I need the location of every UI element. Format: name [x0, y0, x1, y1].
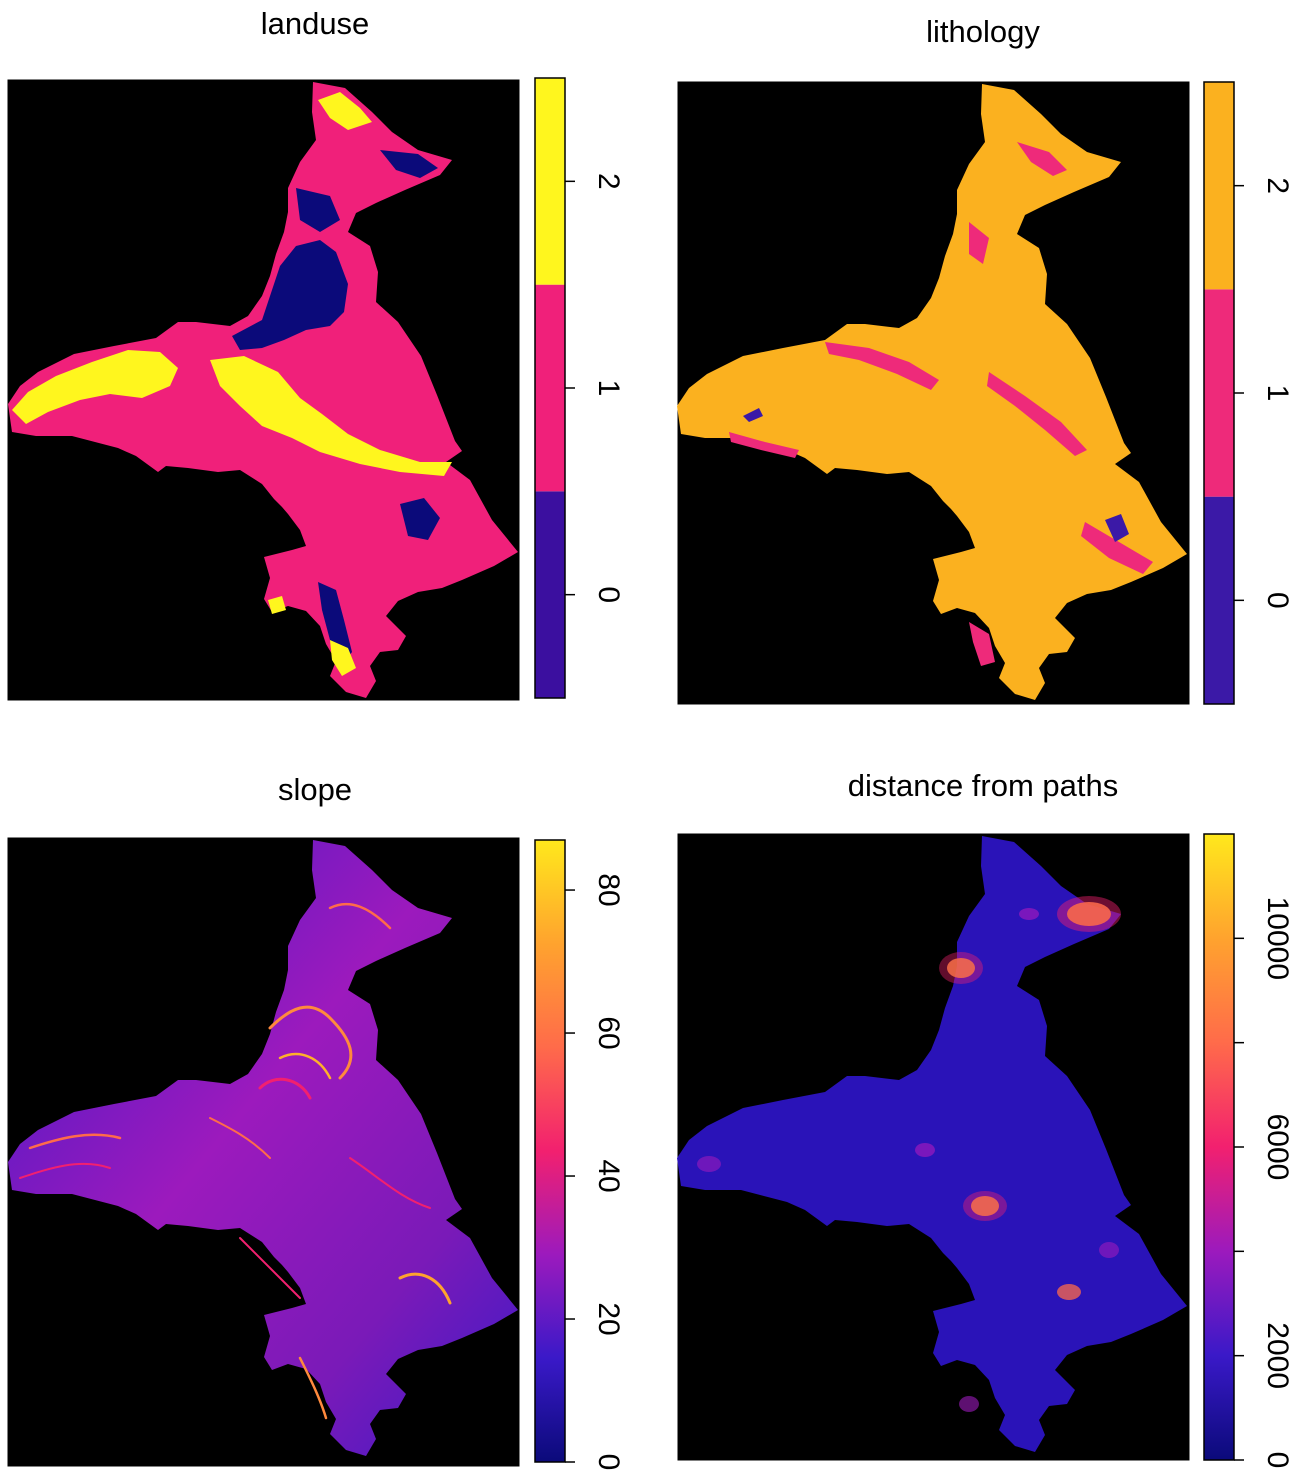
legend-tick-label: 1: [1261, 385, 1294, 402]
legend-frame: [534, 77, 566, 699]
study-area-map: [8, 840, 518, 1456]
legend-class-2: [1204, 82, 1234, 290]
legend-class-1: [535, 284, 565, 492]
legend-colorbar: 0 1 2: [1203, 81, 1294, 705]
panel-title: landuse: [260, 6, 370, 41]
forest-shade: [296, 188, 340, 232]
legend-colorbar: 0 2000 6000 10000: [1203, 833, 1294, 1469]
forest-shade: [210, 356, 452, 476]
legend-tick-label: 0: [592, 586, 625, 603]
legend-tick-label: 2000: [1261, 1322, 1294, 1389]
legend-tick-label: 20: [592, 1302, 625, 1335]
region-fill: [677, 84, 1187, 700]
legend-colorbar: 0 20 40 60 80: [534, 839, 625, 1471]
forest-shade: [330, 640, 356, 676]
legend-tick-label: 0: [592, 1454, 625, 1471]
forest-shade: [12, 350, 178, 424]
legend-class-1: [1204, 289, 1234, 497]
legend-tick-label: 6000: [1261, 1114, 1294, 1181]
panel-title: lithology: [926, 14, 1040, 49]
legend-frame: [1203, 81, 1235, 705]
legend-tick-label: 10000: [1261, 897, 1294, 980]
map-plot: 0 20 40 60 80: [7, 837, 625, 1471]
legend-colorbar: 0 1 2: [534, 77, 625, 699]
forest-shade: [268, 596, 286, 614]
panel-landuse: landuse 0 1 2: [0, 0, 653, 736]
unit-1-band: [825, 342, 939, 390]
legend-gradient: [1204, 834, 1234, 1460]
unit-1-band: [729, 432, 799, 458]
legend-class-0: [1204, 496, 1234, 704]
legend-gradient: [535, 840, 565, 1462]
legend-tick-label: 60: [592, 1016, 625, 1049]
region-fill: [8, 840, 518, 1456]
unit-0-patch: [743, 408, 763, 422]
legend-class-2: [535, 78, 565, 285]
unit-1-band: [987, 372, 1087, 456]
unit-0-patch: [1105, 514, 1129, 542]
panel-lithology: lithology 0 1 2: [653, 0, 1306, 736]
region-fill: [677, 836, 1187, 1452]
panel-distance: distance from paths 0 2000 6000 10000: [653, 736, 1306, 1472]
distance-hotspots: [697, 896, 1121, 1412]
panel-title: distance from paths: [847, 768, 1119, 803]
forest-shade: [318, 92, 372, 130]
study-area-map: [677, 84, 1187, 700]
legend-tick-label: 0: [1261, 592, 1294, 609]
legend-tick-label: 40: [592, 1159, 625, 1192]
map-plot: 0 2000 6000 10000: [677, 833, 1294, 1469]
legend-class-0: [535, 491, 565, 698]
water-shade: [232, 240, 348, 350]
map-plot: 0 1 2: [7, 77, 625, 701]
legend-tick-label: 1: [592, 380, 625, 397]
legend-frame: [534, 839, 566, 1463]
panel-slope: slope: [0, 736, 653, 1472]
legend-tick-label: 2: [1261, 177, 1294, 194]
panel-title: slope: [277, 772, 353, 807]
map-plot: 0 1 2: [677, 81, 1294, 705]
unit-1-band: [1081, 522, 1153, 574]
unit-1-band: [1017, 142, 1067, 176]
forest-shade: [400, 498, 440, 540]
forest-shade: [380, 150, 438, 178]
steep-ridges: [19, 902, 452, 1420]
legend-tick-label: 80: [592, 873, 625, 906]
unit-1-band: [969, 222, 989, 264]
unit-1-band: [969, 622, 995, 666]
legend-frame: [1203, 833, 1235, 1461]
study-area-map: [677, 836, 1187, 1452]
legend-tick-label: 2: [592, 173, 625, 190]
legend-tick-label: 0: [1261, 1452, 1294, 1469]
study-area-map: [8, 82, 518, 698]
